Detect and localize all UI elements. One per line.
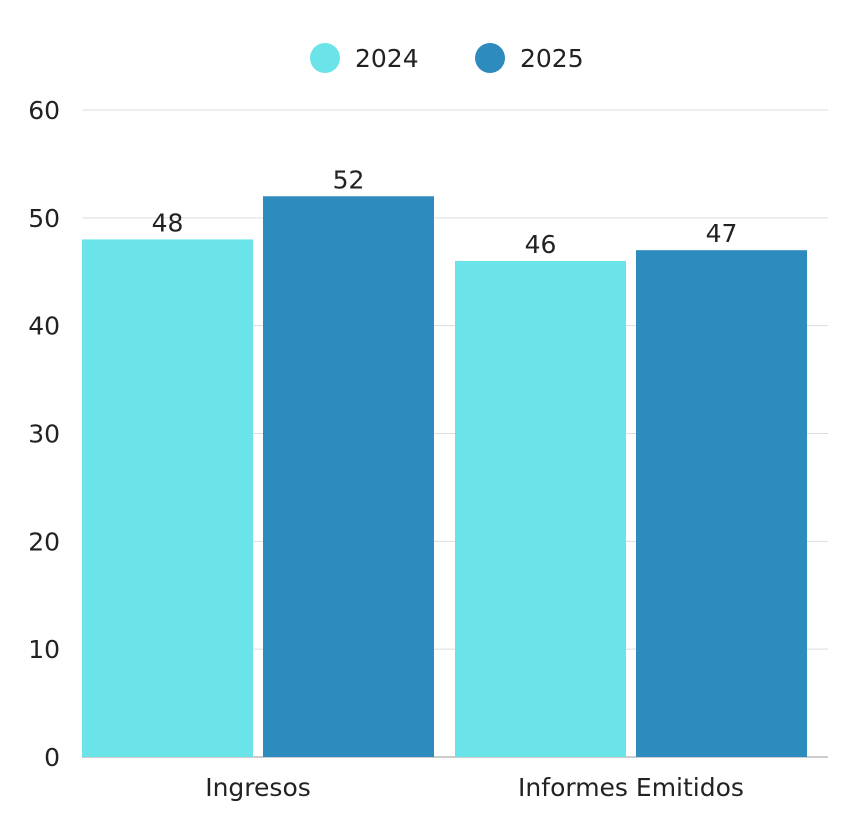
y-tick-label: 40 [28,312,60,341]
x-tick-label: Ingresos [205,773,311,802]
y-tick-label: 10 [28,635,60,664]
legend-label: 2025 [520,44,584,73]
y-tick-label: 0 [44,743,60,772]
bar-2024-Informes Emitidos [455,260,626,757]
y-tick-label: 30 [28,420,60,449]
y-tick-label: 20 [28,527,60,556]
data-label: 47 [706,219,738,248]
data-label: 52 [333,165,365,194]
bar-2024-Ingresos [82,239,253,757]
data-label: 46 [525,230,557,259]
y-tick-label: 60 [28,96,60,125]
legend-marker-2025 [475,43,505,73]
legend-label: 2024 [355,44,419,73]
legend-marker-2024 [310,43,340,73]
bar-2025-Ingresos [263,196,434,757]
y-tick-label: 50 [28,204,60,233]
data-label: 48 [152,208,184,237]
bar-2025-Informes Emitidos [636,250,807,757]
x-tick-label: Informes Emitidos [518,773,744,802]
